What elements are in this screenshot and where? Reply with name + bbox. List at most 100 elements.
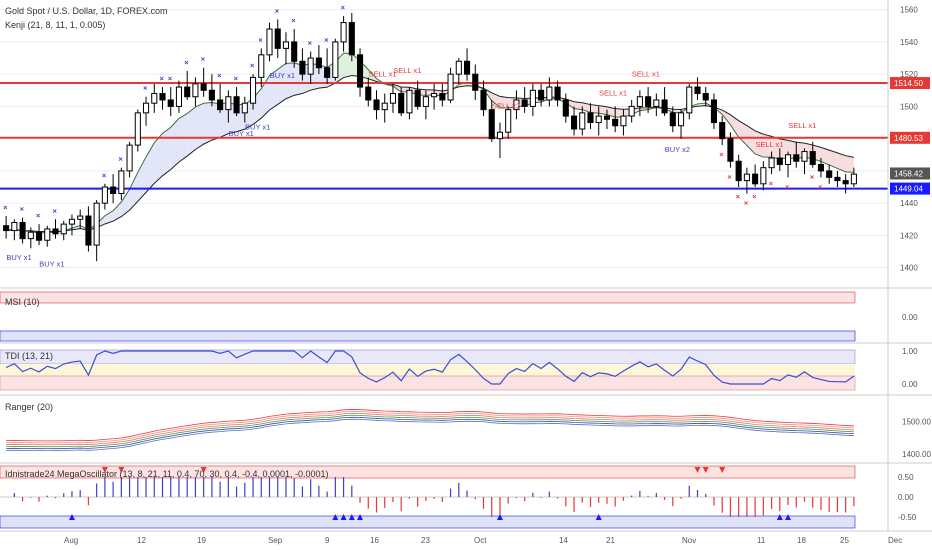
candle-body: [562, 99, 569, 117]
mega-y-tick: -0.50: [898, 513, 917, 522]
x-tick-label: Dec: [888, 536, 902, 545]
ma-cloud-segment: [763, 134, 772, 158]
tdi-pane[interactable]: 1.00 0.00: [0, 347, 918, 391]
ma-cloud-segment: [590, 104, 599, 114]
candle-body: [513, 99, 520, 111]
candle-body: [52, 228, 59, 235]
candle-body: [274, 28, 281, 49]
candle-body: [447, 73, 454, 101]
price-pane[interactable]: 140014201440146014801500152015401560××××…: [0, 3, 930, 273]
ma-cloud-segment: [491, 92, 500, 108]
candle-body: [299, 60, 306, 75]
sell-cross-marker: ×: [324, 35, 329, 44]
mega-buy-marker: [332, 514, 339, 520]
slow-ma-line: [6, 74, 854, 233]
ma-cloud-segment: [146, 142, 155, 193]
ma-cloud-segment: [269, 69, 278, 111]
candle-body: [661, 99, 668, 114]
ranger-band-line: [6, 412, 854, 446]
tdi-y-tick: 1.00: [902, 347, 918, 356]
tdi-middle-band: [0, 364, 855, 376]
x-tick-label: Oct: [474, 536, 487, 545]
candle-body: [93, 202, 100, 246]
x-tick-label: Aug: [64, 536, 78, 545]
candle-body: [332, 41, 339, 78]
candle-body: [389, 93, 397, 104]
ranger-band-line: [6, 414, 854, 448]
ma-cloud-segment: [170, 118, 179, 170]
candle-body: [35, 231, 43, 241]
ma-cloud-segment: [211, 102, 221, 141]
signal-label: SELL x1: [632, 69, 660, 78]
candle-body: [677, 112, 685, 127]
candle-body: [570, 115, 578, 130]
candle-body: [44, 228, 51, 241]
symbol-title: Gold Spot / U.S. Dollar, 1D, FOREX.com: [5, 6, 168, 16]
buy-cross-marker: ×: [769, 179, 774, 188]
candle-body: [373, 99, 380, 111]
mega-buy-marker: [496, 514, 503, 520]
candle-body: [538, 89, 545, 101]
ma-cloud-segment: [285, 62, 295, 99]
candle-body: [200, 83, 207, 91]
mega-y-tick: 0.00: [898, 493, 914, 502]
signal-label: BUY x1: [245, 123, 270, 132]
candle-body: [258, 54, 265, 78]
buy-cross-marker: ×: [736, 192, 741, 201]
candle-body: [365, 86, 372, 101]
candle-body: [3, 225, 10, 232]
candle-body: [348, 22, 355, 56]
candle-body: [776, 157, 783, 165]
megaoscillator-pane[interactable]: 0.50 0.00 -0.50: [0, 465, 917, 529]
mega-lower-band: [0, 515, 856, 529]
signal-label: SELL x1: [369, 69, 397, 78]
ma-cloud-segment: [606, 106, 616, 118]
signal-label: BUY x1: [229, 129, 254, 138]
candle-body: [488, 109, 495, 140]
msi-pane[interactable]: 0.00: [0, 291, 918, 342]
ranger-pane[interactable]: 1500.00 1400.00: [6, 409, 931, 459]
candle-body: [398, 93, 405, 114]
candle-body: [595, 115, 602, 124]
candle-body: [151, 93, 158, 104]
candle-body: [817, 163, 825, 172]
mega-buy-marker: [340, 514, 347, 520]
price-label: 1480.53: [894, 134, 923, 143]
candle-body: [27, 231, 34, 240]
candle-body: [529, 89, 536, 107]
signal-label: SELL x2: [492, 102, 520, 111]
candle-body: [406, 89, 413, 114]
candle-body: [603, 115, 611, 120]
price-label-box: [890, 131, 930, 144]
ma-cloud-segment: [574, 101, 583, 110]
candle-body: [719, 122, 726, 140]
candle-body: [653, 99, 660, 107]
y-tick-label: 1400: [900, 264, 918, 273]
candle-body: [801, 151, 808, 162]
ma-cloud-segment: [730, 114, 739, 138]
ma-cloud-segment: [499, 96, 509, 109]
signal-label: SELL x1: [788, 121, 816, 130]
y-tick-label: 1500: [900, 102, 918, 111]
ma-cloud-segment: [137, 156, 147, 202]
ranger-band-line: [6, 416, 854, 450]
ranger-band-line: [6, 409, 854, 442]
candle-body: [546, 86, 553, 101]
x-tick-label: 25: [840, 536, 849, 545]
candle-body: [834, 176, 841, 182]
y-tick-label: 1540: [900, 38, 918, 47]
candle-body: [77, 215, 84, 220]
candle-body: [414, 89, 421, 107]
candle-body: [192, 83, 199, 98]
candle-body: [587, 112, 594, 124]
ma-cloud-segment: [845, 155, 854, 173]
signal-label: SELL x1: [393, 66, 421, 75]
x-tick-label: 2: [0, 536, 1, 545]
sell-cross-marker: ×: [36, 211, 41, 220]
candle-body: [134, 112, 141, 146]
sell-cross-marker: ×: [168, 74, 173, 83]
sell-cross-marker: ×: [102, 171, 107, 180]
signal-label: BUY x1: [39, 260, 64, 269]
